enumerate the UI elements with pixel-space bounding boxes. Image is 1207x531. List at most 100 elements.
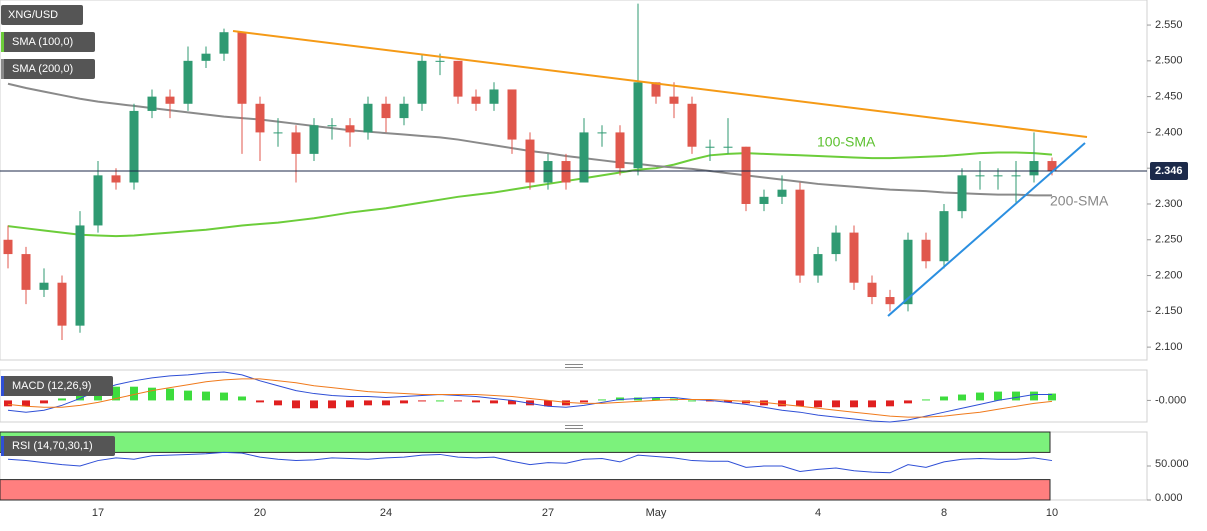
candle-body bbox=[363, 103, 373, 133]
candle-body bbox=[957, 175, 967, 212]
macd-histogram bbox=[166, 388, 174, 401]
macd-histogram bbox=[274, 400, 282, 406]
candle-body bbox=[147, 96, 157, 111]
candle-body bbox=[525, 139, 535, 183]
candle-body bbox=[453, 60, 463, 97]
candle-body bbox=[381, 103, 391, 119]
legend-swatch bbox=[1, 59, 4, 79]
plot-area: 2.5502.5002.4502.4002.3502.3002.2502.200… bbox=[0, 3, 1189, 519]
y-tick-label: 2.300 bbox=[1155, 198, 1183, 210]
candle-body bbox=[291, 132, 301, 154]
macd-histogram bbox=[490, 400, 498, 404]
macd-histogram bbox=[148, 387, 156, 401]
macd-histogram bbox=[472, 400, 480, 403]
y-tick-label: 2.550 bbox=[1155, 19, 1183, 31]
candle-body bbox=[1047, 161, 1057, 172]
candle-body bbox=[813, 254, 823, 276]
legend-swatch bbox=[1, 32, 4, 52]
y-tick-label: 0.000 bbox=[1155, 492, 1183, 504]
legend-label: RSI (14,70,30,1) bbox=[12, 440, 93, 452]
candle-body bbox=[777, 189, 787, 197]
macd-histogram bbox=[4, 400, 12, 407]
macd-histogram bbox=[76, 393, 84, 401]
macd-histogram bbox=[418, 400, 426, 402]
candle-body bbox=[795, 189, 805, 276]
candle-body bbox=[579, 132, 589, 183]
macd-histogram bbox=[22, 400, 30, 407]
candle-body bbox=[687, 103, 697, 147]
candle-body bbox=[867, 282, 877, 298]
support-trendline bbox=[887, 142, 1086, 317]
macd-histogram bbox=[832, 400, 840, 408]
candle-body bbox=[597, 132, 607, 134]
candle-body bbox=[345, 125, 355, 133]
legend-box bbox=[1, 5, 83, 25]
macd-histogram bbox=[796, 400, 804, 407]
macd-histogram bbox=[364, 400, 372, 406]
macd-histogram bbox=[922, 399, 930, 401]
macd-histogram bbox=[724, 400, 732, 403]
legend-title: XNG/USD bbox=[8, 9, 58, 21]
legend-box bbox=[1, 376, 113, 396]
macd-histogram bbox=[652, 397, 660, 401]
rsi-line bbox=[7, 451, 1053, 474]
macd-histogram bbox=[184, 390, 192, 401]
macd-histogram bbox=[1030, 391, 1038, 401]
macd-histogram bbox=[508, 400, 516, 405]
macd-histogram bbox=[58, 398, 66, 401]
candle-body bbox=[669, 96, 679, 104]
y-tick-label: 2.100 bbox=[1155, 341, 1183, 353]
macd-histogram bbox=[868, 400, 876, 408]
macd-histogram bbox=[292, 400, 300, 409]
rsi-oversold-zone bbox=[0, 479, 1051, 501]
macd-histogram bbox=[112, 386, 120, 401]
candle-body bbox=[885, 297, 895, 305]
macd-histogram bbox=[940, 396, 948, 401]
x-tick-label: 8 bbox=[941, 507, 947, 519]
x-tick-label: 4 bbox=[815, 507, 821, 519]
macd-signal-line bbox=[7, 378, 1053, 418]
macd-histogram bbox=[904, 400, 912, 404]
legend-label: SMA (200,0) bbox=[12, 63, 73, 75]
candle-body bbox=[21, 254, 31, 290]
macd-macd-line bbox=[7, 371, 1052, 423]
candle-body bbox=[417, 60, 427, 104]
candle-body bbox=[939, 211, 949, 262]
macd-histogram bbox=[310, 400, 318, 409]
candle-body bbox=[237, 32, 247, 104]
candle-body bbox=[39, 282, 49, 290]
x-tick-label: May bbox=[646, 507, 667, 519]
candle-body bbox=[93, 175, 103, 226]
candle-body bbox=[633, 82, 643, 169]
candle-body bbox=[57, 282, 67, 326]
y-tick-label: -0.000 bbox=[1155, 394, 1186, 406]
rsi-overbought-zone bbox=[0, 431, 1051, 453]
candle-body bbox=[993, 175, 1003, 177]
annotation: 200-SMA bbox=[1050, 193, 1109, 209]
candle-body bbox=[435, 60, 445, 62]
macd-histogram bbox=[850, 400, 858, 408]
macd-histogram bbox=[598, 399, 606, 401]
resistance-trendline bbox=[232, 30, 1088, 138]
y-tick-label: 2.500 bbox=[1155, 55, 1183, 67]
legend-swatch bbox=[1, 376, 4, 396]
candle-body bbox=[201, 53, 211, 61]
macd-histogram bbox=[40, 400, 48, 404]
macd-histogram bbox=[688, 400, 696, 402]
annotation: 100-SMA bbox=[817, 134, 876, 150]
macd-histogram bbox=[220, 392, 228, 401]
legend-box bbox=[1, 32, 95, 52]
macd-histogram bbox=[778, 400, 786, 407]
macd-histogram bbox=[328, 400, 336, 409]
x-tick-label: 27 bbox=[542, 507, 554, 519]
candle-body bbox=[543, 161, 553, 183]
candle-body bbox=[471, 96, 481, 104]
candle-body bbox=[561, 161, 571, 183]
macd-histogram bbox=[544, 400, 552, 407]
candle-body bbox=[111, 175, 121, 183]
macd-histogram bbox=[1048, 393, 1056, 401]
candle-body bbox=[489, 89, 499, 104]
y-tick-label: 2.150 bbox=[1155, 305, 1183, 317]
y-tick-label: 2.250 bbox=[1155, 234, 1183, 246]
